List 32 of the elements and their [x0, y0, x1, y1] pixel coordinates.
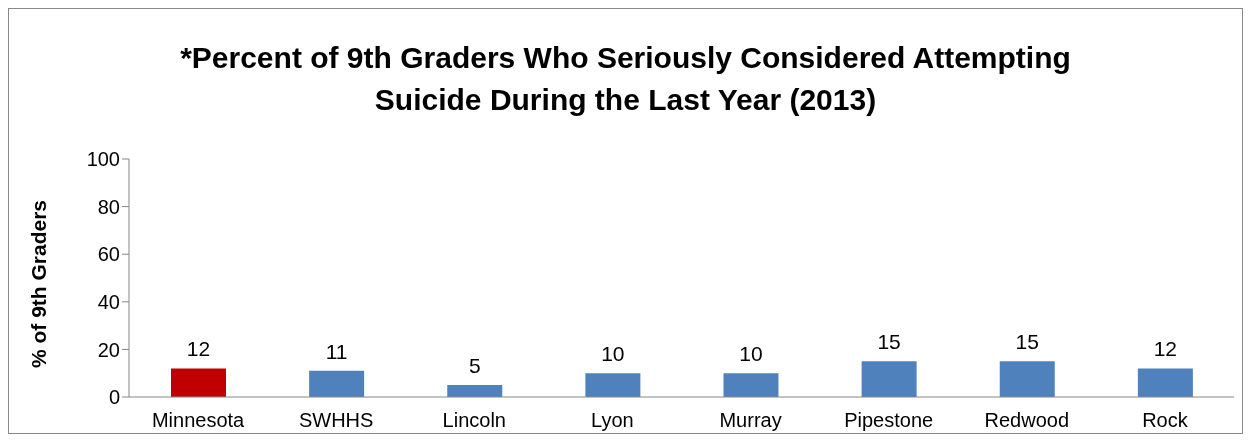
data-label: 15 [1015, 330, 1039, 354]
y-tick-label: 40 [97, 290, 120, 313]
data-label: 10 [739, 342, 763, 366]
bar [723, 373, 779, 397]
data-label: 5 [468, 354, 481, 378]
x-tick-label: Redwood [984, 409, 1070, 432]
x-tick-label: Pipestone [844, 409, 934, 432]
chart-title: *Percent of 9th Graders Who Seriously Considered Attempting Suicide During the Last Year (2013) [179, 40, 1072, 118]
data-label: 12 [186, 337, 211, 361]
y-tick-label: 20 [97, 338, 120, 361]
bar [585, 373, 641, 397]
x-tick-label: SWHHS [298, 409, 374, 432]
y-axis-title: % of 9th Graders [27, 199, 51, 368]
bar [1137, 368, 1193, 397]
bar [447, 385, 503, 397]
data-label: 12 [1153, 337, 1178, 361]
x-tick-label: Murray [719, 409, 782, 432]
bar [309, 370, 365, 397]
x-tick-label: Rock [1142, 409, 1189, 432]
x-tick-label: Minnesota [151, 409, 246, 432]
y-tick-label: 60 [97, 243, 120, 266]
y-tick-label: 0 [108, 386, 120, 409]
bar [171, 368, 226, 397]
data-label: 15 [877, 330, 901, 354]
bar [999, 361, 1055, 397]
y-tick-label: 80 [97, 195, 120, 218]
y-tick-label: 100 [86, 148, 120, 171]
data-label: 10 [601, 342, 625, 366]
x-tick-label: Lyon [591, 409, 634, 432]
x-tick-label: Lincoln [442, 409, 507, 432]
data-label: 11 [325, 339, 348, 363]
bar [861, 361, 917, 397]
